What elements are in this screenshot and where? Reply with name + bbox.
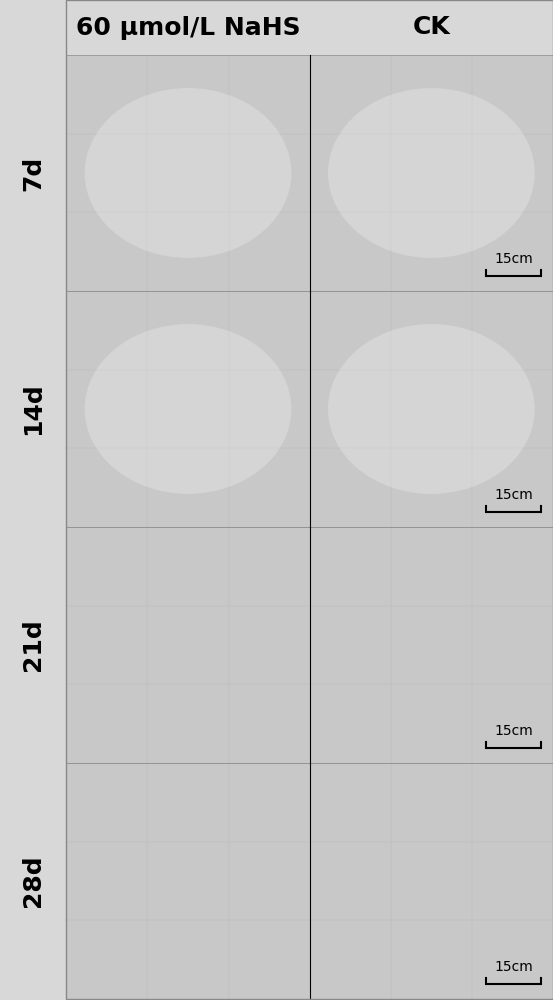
Text: 60 μmol/L NaHS: 60 μmol/L NaHS (76, 15, 300, 39)
Ellipse shape (85, 324, 291, 494)
Text: 28d: 28d (21, 855, 45, 907)
Text: CK: CK (413, 15, 450, 39)
Text: 15cm: 15cm (494, 488, 533, 502)
Text: 15cm: 15cm (494, 960, 533, 974)
Text: 21d: 21d (21, 619, 45, 671)
FancyBboxPatch shape (66, 527, 553, 763)
Text: 7d: 7d (21, 155, 45, 191)
Ellipse shape (85, 88, 291, 258)
Ellipse shape (328, 88, 535, 258)
Text: 14d: 14d (21, 383, 45, 435)
FancyBboxPatch shape (66, 291, 553, 527)
Ellipse shape (328, 324, 535, 494)
FancyBboxPatch shape (66, 55, 553, 291)
Text: 15cm: 15cm (494, 252, 533, 266)
Text: 15cm: 15cm (494, 724, 533, 738)
FancyBboxPatch shape (66, 763, 553, 999)
